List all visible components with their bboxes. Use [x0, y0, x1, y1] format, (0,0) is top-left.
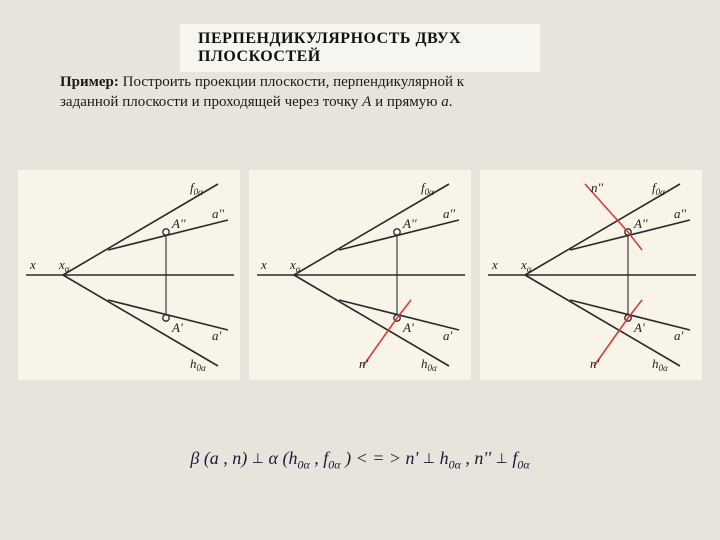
- perp-icon: ⊥: [496, 452, 508, 467]
- formula-p4: ) < = > n': [341, 448, 423, 468]
- figure-2: x xα f0α h0α A'' A' a'' a' n': [249, 170, 471, 380]
- figure-3: x xα f0α h0α A'' A' a'' a' n' n'': [480, 170, 702, 380]
- formula-sub2: 0α: [328, 458, 340, 472]
- desc-lead: Пример:: [60, 74, 119, 90]
- svg-text:xα: xα: [520, 257, 532, 274]
- svg-text:A': A': [171, 320, 183, 335]
- svg-text:x: x: [260, 257, 267, 272]
- figures-row: x xα f0α h0α A'' A' a'' a' x xα f0α h0α A'' A' a'' a' n…: [18, 170, 702, 380]
- svg-text:n': n': [359, 356, 369, 371]
- desc-point-A: A: [362, 94, 371, 110]
- svg-text:n': n': [590, 356, 600, 371]
- svg-text:x: x: [491, 257, 498, 272]
- formula-sub1: 0α: [297, 458, 309, 472]
- svg-text:a': a': [674, 328, 684, 343]
- perp-icon: ⊥: [423, 452, 435, 467]
- desc-text-4: .: [449, 94, 453, 110]
- desc-text-1: Построить проекции плоскости, перпендику…: [119, 74, 464, 90]
- desc-text-2: заданной плоскости и проходящей через то…: [60, 94, 362, 110]
- formula-p6: , n'': [461, 448, 496, 468]
- svg-text:A'': A'': [402, 216, 417, 231]
- svg-text:xα: xα: [289, 257, 301, 274]
- svg-text:a'': a'': [674, 206, 686, 221]
- svg-text:x: x: [29, 257, 36, 272]
- formula-p2: α (h: [264, 448, 297, 468]
- formula-p1: β (a , n): [190, 448, 251, 468]
- desc-line-a: a: [441, 94, 449, 110]
- figure-1: x xα f0α h0α A'' A' a'' a': [18, 170, 240, 380]
- perp-icon: ⊥: [252, 452, 264, 467]
- formula-p7: f: [508, 448, 518, 468]
- svg-text:A'': A'': [171, 216, 186, 231]
- formula: β (a , n) ⊥ α (h0α , f0α ) < = > n' ⊥ h0…: [190, 448, 529, 473]
- svg-text:A'': A'': [633, 216, 648, 231]
- desc-text-3: и прямую: [371, 94, 441, 110]
- formula-p5: h: [435, 448, 449, 468]
- formula-sub3: 0α: [449, 458, 461, 472]
- svg-text:A': A': [633, 320, 645, 335]
- svg-text:a': a': [443, 328, 453, 343]
- svg-text:f0α: f0α: [421, 180, 434, 197]
- svg-text:h0α: h0α: [652, 356, 668, 373]
- formula-p3: , f: [310, 448, 329, 468]
- svg-text:a'': a'': [443, 206, 455, 221]
- page-title: ПЕРПЕНДИКУЛЯРНОСТЬ ДВУХ ПЛОСКОСТЕЙ: [180, 24, 540, 72]
- svg-text:h0α: h0α: [421, 356, 437, 373]
- example-description: Пример: Построить проекции плоскости, пе…: [60, 72, 660, 113]
- svg-text:a': a': [212, 328, 222, 343]
- svg-text:a'': a'': [212, 206, 224, 221]
- svg-text:A': A': [402, 320, 414, 335]
- svg-text:n'': n'': [591, 180, 603, 195]
- svg-text:h0α: h0α: [190, 356, 206, 373]
- formula-sub4: 0α: [517, 458, 529, 472]
- svg-text:f0α: f0α: [652, 180, 665, 197]
- svg-text:xα: xα: [58, 257, 70, 274]
- svg-text:f0α: f0α: [190, 180, 203, 197]
